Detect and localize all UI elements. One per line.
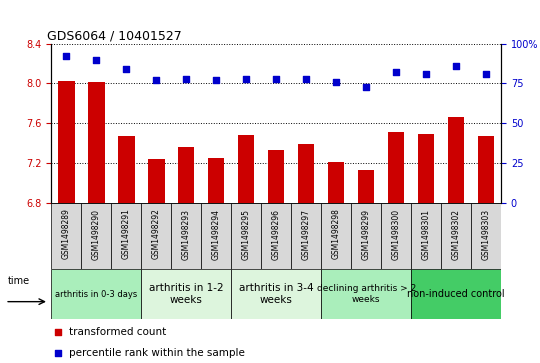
Point: [212, 77, 220, 83]
Text: GSM1498296: GSM1498296: [272, 208, 281, 260]
Bar: [238, 135, 254, 203]
Text: GSM1498292: GSM1498292: [152, 208, 161, 260]
Point: [53, 329, 62, 335]
Bar: [351, 203, 381, 269]
Text: transformed count: transformed count: [69, 327, 166, 337]
Bar: [58, 82, 75, 203]
Text: arthritis in 3-4
weeks: arthritis in 3-4 weeks: [239, 283, 314, 305]
Bar: [51, 269, 141, 319]
Point: [332, 79, 341, 85]
Bar: [448, 118, 464, 203]
Bar: [291, 203, 321, 269]
Bar: [231, 203, 261, 269]
Bar: [471, 203, 501, 269]
Bar: [298, 144, 314, 203]
Bar: [141, 269, 231, 319]
Point: [272, 76, 281, 82]
Bar: [388, 132, 404, 203]
Bar: [118, 136, 134, 203]
Text: GSM1498293: GSM1498293: [182, 208, 191, 260]
Text: GDS6064 / 10401527: GDS6064 / 10401527: [47, 29, 181, 42]
Point: [422, 71, 430, 77]
Bar: [51, 203, 82, 269]
Bar: [178, 147, 194, 203]
Point: [482, 71, 490, 77]
Text: arthritis in 0-3 days: arthritis in 0-3 days: [55, 290, 137, 298]
Point: [92, 57, 100, 62]
Bar: [328, 162, 345, 203]
Text: declining arthritis > 2
weeks: declining arthritis > 2 weeks: [316, 284, 416, 304]
Bar: [208, 158, 225, 203]
Bar: [321, 269, 411, 319]
Bar: [441, 203, 471, 269]
Text: GSM1498294: GSM1498294: [212, 208, 221, 260]
Text: GSM1498291: GSM1498291: [122, 208, 131, 260]
Bar: [201, 203, 231, 269]
Point: [152, 77, 160, 83]
Text: GSM1498299: GSM1498299: [362, 208, 370, 260]
Bar: [268, 150, 285, 203]
Text: percentile rank within the sample: percentile rank within the sample: [69, 348, 245, 358]
Bar: [411, 269, 501, 319]
Bar: [88, 82, 105, 203]
Point: [122, 66, 131, 72]
Bar: [141, 203, 171, 269]
Point: [242, 76, 251, 82]
Bar: [411, 203, 441, 269]
Point: [392, 69, 401, 75]
Bar: [261, 203, 291, 269]
Point: [302, 76, 310, 82]
Bar: [321, 203, 351, 269]
Bar: [231, 269, 321, 319]
Point: [182, 76, 191, 82]
Point: [362, 84, 370, 90]
Bar: [111, 203, 141, 269]
Text: GSM1498301: GSM1498301: [422, 208, 431, 260]
Text: GSM1498297: GSM1498297: [302, 208, 310, 260]
Bar: [478, 136, 495, 203]
Text: GSM1498303: GSM1498303: [482, 208, 491, 260]
Text: GSM1498298: GSM1498298: [332, 208, 341, 260]
Text: GSM1498302: GSM1498302: [451, 208, 461, 260]
Text: non-induced control: non-induced control: [407, 289, 505, 299]
Text: GSM1498300: GSM1498300: [392, 208, 401, 260]
Bar: [171, 203, 201, 269]
Text: arthritis in 1-2
weeks: arthritis in 1-2 weeks: [149, 283, 224, 305]
Point: [452, 63, 461, 69]
Text: GSM1498289: GSM1498289: [62, 208, 71, 260]
Bar: [418, 134, 434, 203]
Bar: [148, 159, 165, 203]
Bar: [381, 203, 411, 269]
Text: GSM1498295: GSM1498295: [242, 208, 251, 260]
Point: [62, 53, 71, 59]
Bar: [358, 170, 374, 203]
Text: GSM1498290: GSM1498290: [92, 208, 101, 260]
Point: [53, 351, 62, 356]
Bar: [82, 203, 111, 269]
Text: time: time: [8, 276, 30, 286]
